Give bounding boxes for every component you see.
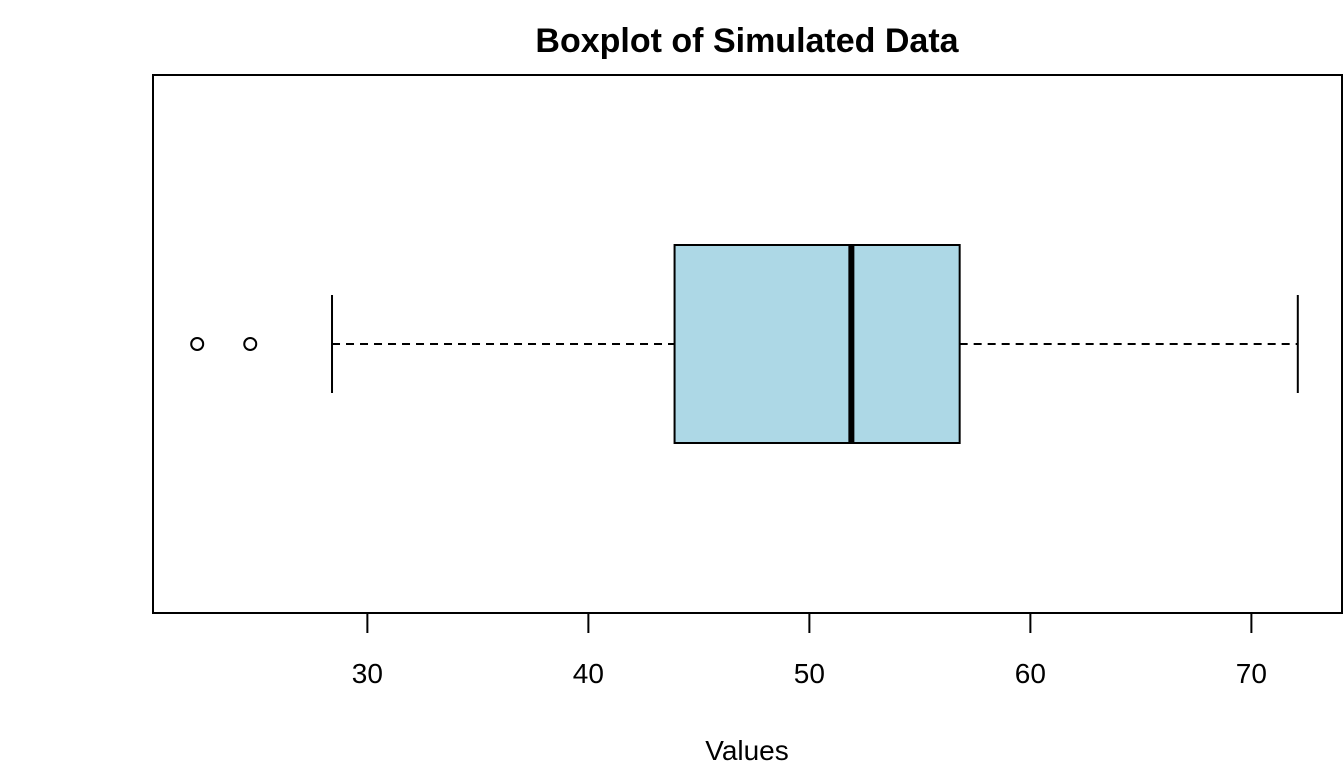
outlier-point-2 xyxy=(243,337,258,351)
x-tick-label-60: 60 xyxy=(1015,658,1046,689)
chart-title: Boxplot of Simulated Data xyxy=(535,22,959,60)
x-tick-label-70: 70 xyxy=(1236,658,1267,689)
x-tick-label-50: 50 xyxy=(794,658,825,689)
boxplot-marks xyxy=(190,244,1299,444)
outlier-point-1 xyxy=(190,337,205,351)
x-axis: 30 40 50 60 70 xyxy=(352,612,1267,689)
iqr-box xyxy=(673,244,961,444)
x-tick-label-30: 30 xyxy=(352,658,383,689)
x-tick-label-40: 40 xyxy=(573,658,604,689)
x-axis-label: Values xyxy=(705,735,789,766)
